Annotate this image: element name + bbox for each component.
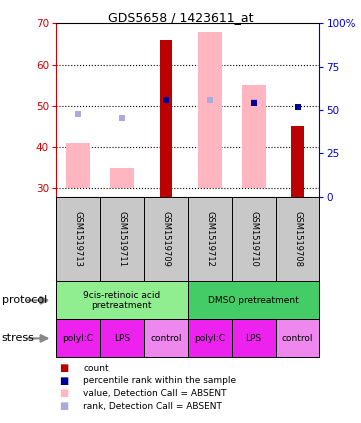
Text: LPS: LPS	[245, 334, 262, 343]
Text: GSM1519710: GSM1519710	[249, 211, 258, 267]
Text: GSM1519712: GSM1519712	[205, 211, 214, 267]
Text: ■: ■	[60, 401, 69, 411]
Text: control: control	[150, 334, 182, 343]
Text: GSM1519708: GSM1519708	[293, 211, 302, 267]
Bar	[188, 319, 232, 357]
Bar	[291, 126, 304, 197]
Text: stress: stress	[2, 333, 35, 343]
Text: polyI:C: polyI:C	[62, 334, 93, 343]
Text: percentile rank within the sample: percentile rank within the sample	[83, 376, 236, 385]
Text: GSM1519709: GSM1519709	[161, 211, 170, 267]
Text: ■: ■	[60, 376, 69, 386]
Bar	[232, 319, 275, 357]
Bar	[188, 281, 319, 319]
Text: rank, Detection Call = ABSENT: rank, Detection Call = ABSENT	[83, 401, 222, 411]
Text: protocol: protocol	[2, 295, 47, 305]
Bar	[110, 168, 134, 188]
Bar	[197, 32, 222, 188]
Text: ■: ■	[60, 388, 69, 398]
Bar	[242, 85, 266, 188]
Text: count: count	[83, 363, 109, 373]
Text: value, Detection Call = ABSENT: value, Detection Call = ABSENT	[83, 389, 227, 398]
Bar	[160, 40, 172, 197]
Bar	[100, 319, 144, 357]
Text: control: control	[282, 334, 313, 343]
Text: DMSO pretreatment: DMSO pretreatment	[208, 296, 299, 305]
Bar	[56, 319, 100, 357]
Text: GDS5658 / 1423611_at: GDS5658 / 1423611_at	[108, 11, 253, 24]
Bar	[56, 281, 188, 319]
Bar	[66, 143, 90, 188]
Text: 9cis-retinoic acid
pretreatment: 9cis-retinoic acid pretreatment	[83, 291, 160, 310]
Bar	[144, 319, 188, 357]
Text: polyI:C: polyI:C	[194, 334, 225, 343]
Text: ■: ■	[60, 363, 69, 373]
Text: GSM1519711: GSM1519711	[117, 211, 126, 267]
Bar	[275, 319, 319, 357]
Text: LPS: LPS	[114, 334, 130, 343]
Text: GSM1519713: GSM1519713	[73, 211, 82, 267]
